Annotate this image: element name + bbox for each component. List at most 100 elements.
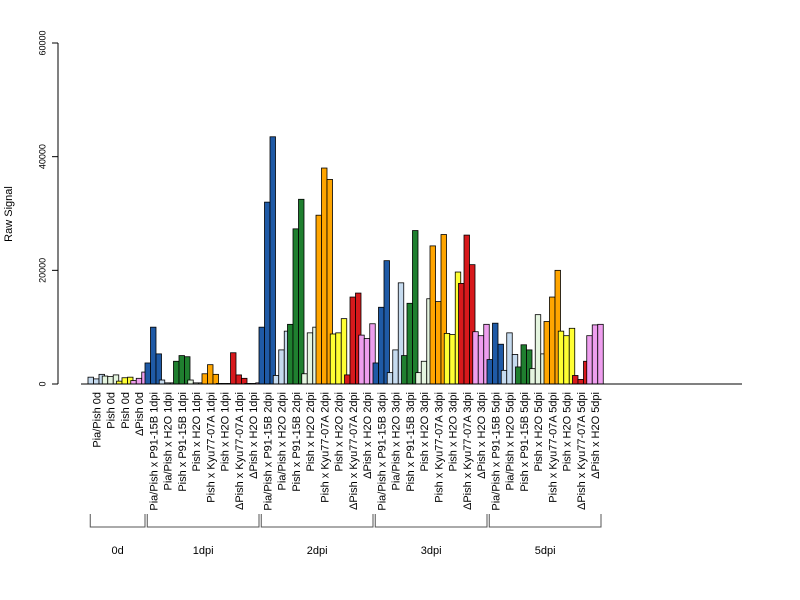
bar: [150, 326, 157, 385]
category-label: Pia/Pish x P91-15B 3dpi: [376, 392, 388, 511]
bar: [378, 306, 385, 385]
bar: [429, 245, 436, 385]
bar: [107, 376, 114, 385]
category-label: ΔPish x Kyu77-07A 5dpi: [576, 392, 588, 510]
bar: [264, 201, 271, 385]
bar: [529, 368, 536, 385]
bar: [500, 369, 508, 385]
bar: [406, 302, 413, 385]
bar: [340, 318, 348, 385]
bar: [372, 362, 379, 385]
bar: [212, 373, 219, 385]
category-label: ΔPish x Kyu77-07A 3dpi: [462, 392, 474, 510]
bar: [287, 323, 294, 385]
bar: [577, 379, 584, 385]
bar: [87, 376, 94, 385]
bar: [321, 167, 328, 385]
bar: [557, 330, 565, 385]
y-axis: 0 20000 40000 60000: [37, 30, 59, 387]
group-bracket: [374, 514, 488, 528]
y-tick-label: 0: [37, 381, 47, 386]
bar: [201, 373, 208, 385]
category-label: ΔPish x Kyu77-07A 2dpi: [348, 392, 360, 510]
bar: [93, 378, 100, 385]
bar: [130, 380, 137, 385]
bar: [572, 375, 579, 385]
category-label: Pish x Kyu77-07A 2dpi: [319, 392, 331, 503]
bar: [435, 301, 442, 385]
bar: [272, 375, 280, 385]
bar: [586, 335, 593, 385]
category-label: Pia/Pish x P91-15B 2dpi: [262, 392, 274, 511]
bar: [292, 228, 299, 385]
bar: [449, 334, 456, 385]
category-label: ΔPish x H2O 5dpi: [590, 392, 602, 479]
bar: [358, 334, 365, 385]
bar: [472, 331, 479, 385]
category-label: Pia/Pish x H2O 2dpi: [277, 392, 289, 490]
bar: [534, 314, 542, 385]
bar: [121, 377, 128, 385]
category-label: Pish x Kyu77-07A 1dpi: [205, 392, 217, 503]
bar: [563, 335, 570, 385]
bar: [383, 260, 390, 385]
bar: [155, 353, 162, 385]
category-label: ΔPish x H2O 2dpi: [362, 392, 374, 479]
bar: [269, 136, 276, 385]
bars-layer: [87, 136, 604, 385]
bar: [278, 349, 285, 385]
category-label: ΔPish x Kyu77-07A 1dpi: [234, 392, 246, 510]
group-bracket: [488, 514, 602, 528]
category-label: ΔPish x H2O 3dpi: [476, 392, 488, 479]
category-label: Pish x H2O 2dpi: [334, 392, 346, 471]
group-label: 0d: [112, 545, 124, 557]
bar: [458, 283, 465, 385]
category-label: Pia/Pish x H2O 5dpi: [505, 392, 517, 490]
bar: [363, 338, 371, 385]
y-tick-label: 20000: [37, 258, 47, 283]
category-labels: Pia/Pish 0d Pish 0d Pish 0d ΔPish 0d Pia/Pis…: [91, 392, 602, 511]
category-label: Pia/Pish x P91-15B 1dpi: [148, 392, 160, 511]
category-label: Pish x P91-15B 2dpi: [291, 392, 303, 492]
bar: [315, 214, 322, 385]
bar: [135, 377, 143, 385]
category-label: Pish x Kyu77-07A 3dpi: [433, 392, 445, 503]
category-label: Pish x H2O 3dpi: [419, 392, 431, 471]
bar: [235, 374, 242, 385]
category-label: Pish x H2O 5dpi: [533, 392, 545, 471]
category-label: Pish x H2O 1dpi: [220, 392, 232, 471]
category-label: Pish x Kyu77-07A 5dpi: [547, 392, 559, 503]
category-label: ΔPish x H2O 1dpi: [248, 392, 260, 479]
category-label: Pish x H2O 1dpi: [191, 392, 203, 471]
bar: [298, 198, 305, 385]
bar: [187, 379, 194, 385]
bar: [258, 326, 265, 385]
group-label: 5dpi: [535, 545, 556, 557]
category-label: Pish x P91-15B 5dpi: [519, 392, 531, 492]
bar: [506, 332, 513, 385]
bar: [178, 355, 185, 385]
group-label: 3dpi: [421, 545, 442, 557]
bar: [486, 359, 493, 385]
y-axis-title: Raw Signal: [3, 186, 15, 242]
bar: [230, 352, 237, 385]
bar: [597, 323, 604, 385]
category-label: Pia/Pish x H2O 3dpi: [391, 392, 403, 490]
group-brackets: 0d 1dpi 2dpi 3dpi 5dpi: [89, 514, 602, 557]
bar: [515, 366, 522, 385]
category-label: Pish 0d: [106, 392, 118, 429]
bar: [392, 349, 399, 385]
bar: [301, 373, 308, 385]
category-label: Pia/Pish 0d: [91, 392, 103, 448]
bar: [306, 332, 314, 385]
bar: [543, 321, 550, 385]
group-bracket: [89, 514, 146, 528]
category-label: Pia/Pish x H2O 1dpi: [163, 392, 175, 490]
category-label: Pish x P91-15B 3dpi: [405, 392, 417, 492]
bar: [386, 372, 394, 385]
group-bracket: [146, 514, 260, 528]
bar: [591, 324, 599, 385]
bar: [443, 333, 451, 385]
group-label: 2dpi: [307, 545, 328, 557]
